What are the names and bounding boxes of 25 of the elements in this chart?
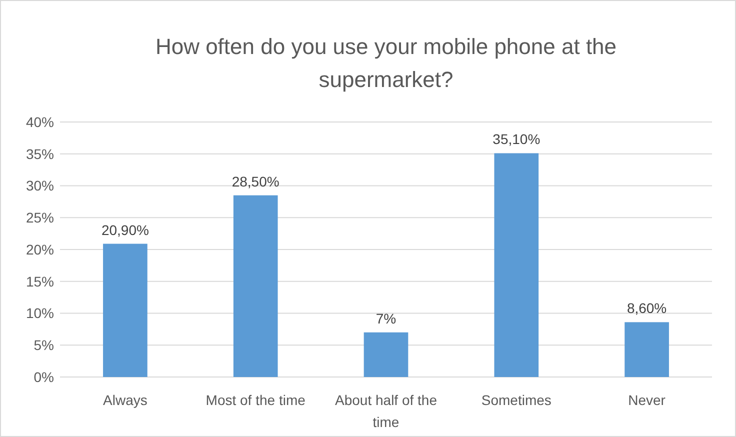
x-tick-label: About half of the time: [335, 392, 438, 430]
x-tick-label: Sometimes: [481, 392, 552, 408]
y-tick-label: 35%: [26, 146, 54, 162]
data-label: 20,90%: [101, 222, 149, 238]
bar: [364, 332, 408, 377]
x-tick-label: Always: [103, 392, 148, 408]
data-label: 35,10%: [492, 131, 540, 148]
x-tick-label: Never: [628, 392, 666, 408]
data-label: 8,60%: [626, 300, 667, 316]
data-label: 28,50%: [232, 173, 280, 190]
y-tick-label: 40%: [26, 114, 54, 130]
y-tick-label: 15%: [26, 273, 54, 290]
x-tick-label: Most of the time: [206, 392, 306, 408]
y-tick-label: 10%: [26, 305, 54, 322]
y-tick-label: 30%: [26, 178, 54, 194]
y-tick-label: 5%: [34, 337, 54, 354]
bar: [494, 153, 539, 377]
bar: [103, 244, 148, 377]
y-tick-label: 25%: [26, 210, 54, 226]
y-tick-label: 20%: [26, 241, 54, 258]
data-label: 7%: [376, 310, 396, 326]
chart-title: How often do you use your mobile phone at the supermarket?: [155, 34, 617, 92]
y-tick-label: 0%: [34, 368, 54, 385]
bar: [233, 195, 278, 377]
bar: [624, 322, 669, 377]
